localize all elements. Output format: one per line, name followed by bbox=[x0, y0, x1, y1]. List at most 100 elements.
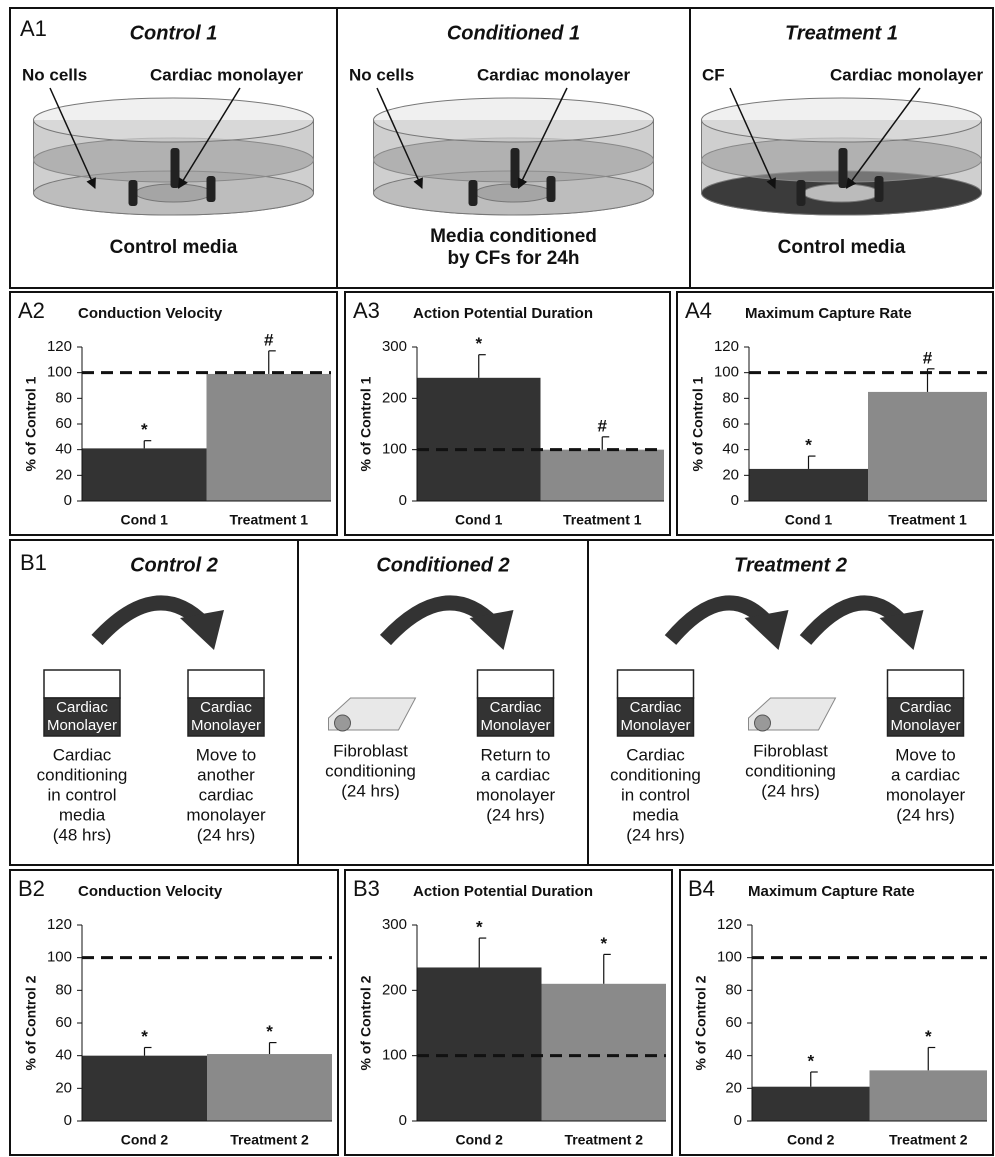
dish-top bbox=[702, 98, 982, 142]
y-tick-label: 300 bbox=[382, 916, 407, 933]
y-tick-label: 100 bbox=[47, 364, 72, 381]
chart-title: Conduction Velocity bbox=[78, 305, 223, 322]
x-tick-label: Treatment 2 bbox=[889, 1132, 968, 1148]
well-label: Monolayer bbox=[480, 717, 550, 734]
x-tick-label: Cond 2 bbox=[121, 1132, 169, 1148]
step-text: in control bbox=[621, 785, 690, 804]
chart-title: Conduction Velocity bbox=[78, 883, 223, 900]
step-text: a cardiac bbox=[891, 765, 960, 784]
step-text: Cardiac bbox=[626, 745, 685, 764]
annotation: * bbox=[805, 436, 812, 455]
well-label: Cardiac bbox=[900, 699, 952, 716]
figure: A1Control 1No cellsCardiac monolayerCont… bbox=[0, 0, 995, 1157]
well-label: Cardiac bbox=[200, 699, 252, 716]
well-top bbox=[188, 670, 264, 698]
panel-label: B4 bbox=[688, 876, 715, 901]
step-text: Fibroblast bbox=[333, 741, 408, 760]
annotation: * bbox=[807, 1051, 814, 1070]
step-text: monolayer bbox=[886, 785, 966, 804]
caption: Control media bbox=[778, 237, 906, 258]
step-text: Move to bbox=[895, 745, 955, 764]
panel-title: Conditioned 2 bbox=[376, 554, 509, 576]
y-tick-label: 80 bbox=[725, 981, 742, 998]
y-tick-label: 120 bbox=[47, 916, 72, 933]
caption: Media conditioned bbox=[430, 226, 597, 247]
bar bbox=[82, 448, 207, 501]
y-tick-label: 20 bbox=[55, 466, 72, 483]
y-axis-label: % of Control 1 bbox=[358, 376, 374, 471]
y-tick-label: 20 bbox=[55, 1079, 72, 1096]
annotation: * bbox=[266, 1022, 273, 1041]
y-tick-label: 100 bbox=[714, 364, 739, 381]
y-axis-label: % of Control 2 bbox=[358, 975, 374, 1070]
caption: by CFs for 24h bbox=[448, 248, 580, 269]
step-text: a cardiac bbox=[481, 765, 550, 784]
right-label: Cardiac monolayer bbox=[830, 65, 983, 84]
electrode bbox=[511, 148, 520, 188]
step-text: in control bbox=[48, 785, 117, 804]
bar bbox=[870, 1070, 988, 1121]
step-text: conditioning bbox=[325, 761, 416, 780]
electrode bbox=[797, 180, 806, 206]
y-axis-label: % of Control 1 bbox=[690, 376, 706, 471]
step-text: media bbox=[59, 805, 106, 824]
annotation: * bbox=[476, 918, 483, 937]
left-label: No cells bbox=[349, 65, 414, 84]
panel-label: B3 bbox=[353, 876, 380, 901]
panel-title: Control 2 bbox=[130, 554, 218, 576]
x-tick-label: Cond 2 bbox=[787, 1132, 835, 1148]
annotation: * bbox=[600, 934, 607, 953]
step-text: Return to bbox=[481, 745, 551, 764]
y-tick-label: 200 bbox=[382, 389, 407, 406]
panel-title: Treatment 2 bbox=[734, 554, 847, 576]
y-tick-label: 60 bbox=[55, 1014, 72, 1031]
electrode bbox=[875, 176, 884, 202]
bar bbox=[207, 1054, 332, 1121]
well-label: Cardiac bbox=[630, 699, 682, 716]
step-text: conditioning bbox=[37, 765, 128, 784]
chart-title: Maximum Capture Rate bbox=[745, 305, 912, 322]
dish-top bbox=[34, 98, 314, 142]
bar bbox=[82, 1056, 207, 1121]
x-tick-label: Treatment 1 bbox=[563, 512, 642, 528]
y-axis-label: % of Control 2 bbox=[23, 975, 39, 1070]
step-text: (24 hrs) bbox=[197, 825, 256, 844]
bar bbox=[417, 967, 542, 1121]
well-label: Cardiac bbox=[56, 699, 108, 716]
step-text: (48 hrs) bbox=[53, 825, 112, 844]
electrode bbox=[129, 180, 138, 206]
y-tick-label: 80 bbox=[722, 389, 739, 406]
panel-label: B2 bbox=[18, 876, 45, 901]
panel-label: A4 bbox=[685, 298, 712, 323]
y-tick-label: 60 bbox=[722, 415, 739, 432]
annotation: # bbox=[923, 348, 933, 367]
x-tick-label: Treatment 1 bbox=[229, 512, 308, 528]
panel-label: A2 bbox=[18, 298, 45, 323]
step-text: cardiac bbox=[199, 785, 254, 804]
annotation: * bbox=[475, 334, 482, 353]
well-top bbox=[478, 670, 554, 698]
bar bbox=[868, 392, 987, 501]
y-tick-label: 60 bbox=[55, 415, 72, 432]
electrode bbox=[839, 148, 848, 188]
y-tick-label: 0 bbox=[731, 492, 739, 509]
well-label: Monolayer bbox=[47, 717, 117, 734]
y-tick-label: 100 bbox=[382, 441, 407, 458]
panel-title: Treatment 1 bbox=[785, 22, 898, 44]
y-tick-label: 80 bbox=[55, 389, 72, 406]
well-top bbox=[44, 670, 120, 698]
electrode bbox=[207, 176, 216, 202]
annotation: # bbox=[598, 416, 608, 435]
y-tick-label: 0 bbox=[64, 492, 72, 509]
y-tick-label: 100 bbox=[47, 949, 72, 966]
y-tick-label: 40 bbox=[55, 441, 72, 458]
annotation: * bbox=[925, 1027, 932, 1046]
y-tick-label: 20 bbox=[722, 466, 739, 483]
well-label: Monolayer bbox=[890, 717, 960, 734]
flask-cap bbox=[755, 715, 771, 731]
electrode bbox=[547, 176, 556, 202]
y-tick-label: 120 bbox=[714, 338, 739, 355]
y-tick-label: 40 bbox=[725, 1047, 742, 1064]
well-label: Monolayer bbox=[620, 717, 690, 734]
y-tick-label: 40 bbox=[722, 441, 739, 458]
